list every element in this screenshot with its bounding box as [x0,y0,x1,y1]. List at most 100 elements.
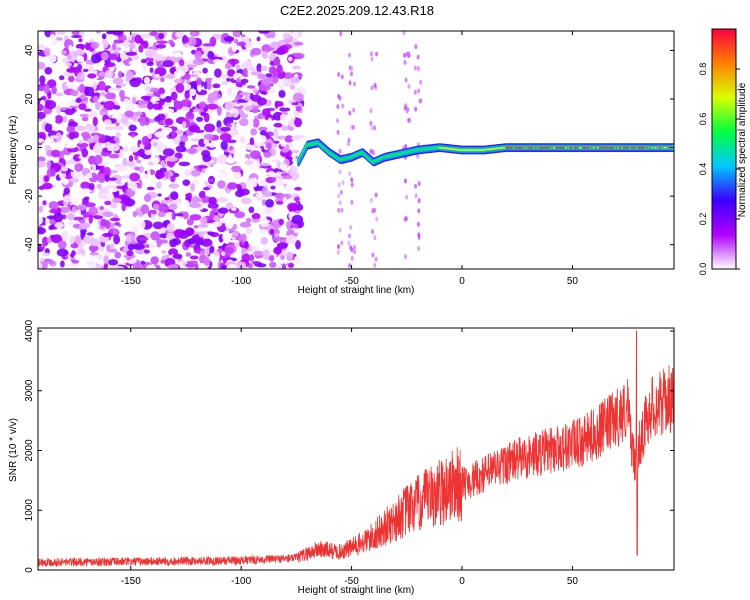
heatmap-cell [146,92,153,97]
heatmap-cell [256,97,267,106]
heatmap-cell [80,181,91,190]
heatmap-cell [258,126,268,132]
heatmap-cell [146,61,154,66]
heatmap-cell [38,138,45,143]
heatmap-cell [189,214,202,221]
heatmap-cell [353,249,356,255]
heatmap-cell [113,234,121,245]
heatmap-frame [37,30,675,270]
heatmap-cell [414,44,418,50]
heatmap-cell [251,107,260,114]
heatmap-cell [56,31,66,36]
heatmap-cell [86,232,94,236]
heatmap-cell [340,74,344,80]
colorbar-tick-label: 0.6 [698,113,708,126]
heatmap-cell [196,116,204,122]
heatmap-cell [170,175,176,183]
heatmap-cell [278,90,286,98]
heatmap-cell [71,206,77,214]
heatmap-cell [192,179,200,185]
heatmap-cell [235,64,241,70]
heatmap-cell [181,121,187,129]
heatmap-cell [244,95,250,102]
heatmap-cell [81,148,89,158]
heatmap-cell [108,153,120,159]
heatmap-cell [38,111,46,119]
heatmap-cell [221,264,227,269]
heatmap-cell [48,201,59,210]
heatmap-cell [348,171,352,177]
heatmap-cell [223,36,235,42]
heatmap-cell [350,255,354,261]
heatmap-cell [370,56,374,62]
heatmap-cell [152,103,163,110]
figure-title: C2E2.2025.209.12.43.R18 [280,3,434,18]
heatmap-cell [255,193,264,197]
y-tick-label: -20 [24,188,35,203]
heatmap-cell [112,42,117,51]
heatmap-cell [232,31,242,38]
heatmap-cell [189,202,201,209]
heatmap-cell [128,60,141,66]
heatmap-cell [44,100,57,110]
heatmap-cell [185,199,190,210]
heatmap-cell [134,166,140,171]
heatmap-cell [231,207,237,211]
heatmap-cell [168,39,174,45]
heatmap-cell [167,264,179,269]
heatmap-cell [142,40,149,49]
heatmap-cell [369,51,373,57]
heatmap-cell [38,61,46,70]
heatmap-cell [224,219,234,229]
heatmap-cell [241,253,250,263]
heatmap-cell [84,86,95,97]
heatmap-cell [54,221,64,229]
heatmap-cell [290,84,296,90]
heatmap-cell [68,132,75,140]
heatmap-cell [294,210,301,214]
heatmap-cell [174,229,182,239]
heatmap-cell [265,142,272,149]
heatmap-cell [370,85,374,91]
heatmap-cell [274,180,286,186]
heatmap-cell [256,63,262,73]
heatmap-cell [244,134,249,142]
heatmap-cell [178,161,191,167]
heatmap-cell [92,134,100,143]
heatmap-cell [127,34,132,41]
heatmap-cell [404,178,407,184]
heatmap-cell [211,221,222,228]
heatmap-cell [166,156,179,162]
heatmap-cell [190,183,196,192]
heatmap-cell [404,77,408,83]
heatmap-cell [132,262,142,269]
heatmap-cell [170,191,179,201]
heatmap-cell [238,188,250,196]
heatmap-cell [137,100,149,105]
heatmap-cell [258,135,267,143]
heatmap-cell [203,257,211,266]
heatmap-cell [250,245,260,251]
heatmap-cell [146,168,151,179]
colorbar-tick-label: 0.2 [698,213,708,226]
heatmap-cell [193,70,200,76]
heatmap-cell [279,107,291,112]
heatmap-cell [263,151,272,158]
heatmap-cell [166,232,175,240]
heatmap-cell [414,193,418,199]
heatmap-cell [85,149,97,154]
heatmap-cell [51,85,57,95]
heatmap-cell [136,159,142,164]
heatmap-cell [134,224,139,228]
heatmap-cell [153,203,160,210]
heatmap-cell [100,101,105,105]
heatmap-cell [155,73,160,78]
heatmap-cell [143,193,152,203]
heatmap-cell [286,252,294,259]
heatmap-cell [92,116,98,127]
heatmap-cell [260,65,268,72]
y-tick-label: 20 [24,93,35,105]
heatmap-cell [88,244,99,252]
heatmap-cell [403,52,406,58]
heatmap-cell [413,89,417,95]
